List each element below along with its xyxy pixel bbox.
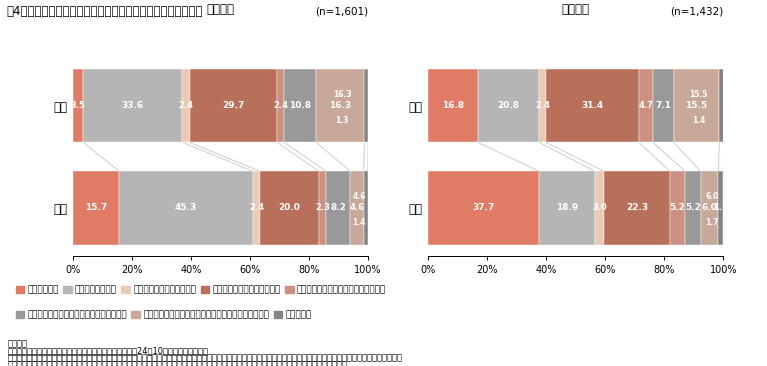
- Text: 15.5: 15.5: [686, 101, 708, 110]
- Bar: [351, 171, 364, 244]
- Text: 4.7: 4.7: [638, 101, 653, 110]
- Bar: [539, 69, 546, 142]
- Bar: [253, 171, 260, 244]
- Text: 2.3: 2.3: [315, 203, 330, 212]
- Text: (n=1,432): (n=1,432): [670, 6, 723, 16]
- Legend: 「家庭生活」と「地域・個人の生活」優先, 「仕事」と「家庭生活」と「地域・個人の生活」優先, わからない: 「家庭生活」と「地域・個人の生活」優先, 「仕事」と「家庭生活」と「地域・個人の…: [12, 307, 315, 323]
- Bar: [428, 171, 539, 244]
- Text: 1.4: 1.4: [692, 116, 706, 125]
- Text: 1.3: 1.3: [335, 116, 349, 125]
- Bar: [83, 69, 183, 142]
- Text: 7.1: 7.1: [655, 101, 671, 110]
- Bar: [183, 69, 189, 142]
- Text: １．内閣府「男女共同参画社会に関する世論調査」（平成24年10月調査）より作成。: １．内閣府「男女共同参画社会に関する世論調査」（平成24年10月調査）より作成。: [8, 347, 209, 356]
- Bar: [718, 171, 723, 244]
- Legend: 「仕事」優先, 「家庭生活」優先, 「地域・個人の生活」優先, 「仕事」と「家庭生活」優先, 「仕事」と「地域・個人の生活」優先: 「仕事」優先, 「家庭生活」優先, 「地域・個人の生活」優先, 「仕事」と「家庭…: [12, 281, 390, 298]
- Text: 2.4: 2.4: [249, 203, 264, 212]
- Text: 1.7: 1.7: [713, 203, 728, 212]
- Text: 3.0: 3.0: [592, 203, 607, 212]
- Bar: [700, 171, 718, 244]
- Text: （備考）: （備考）: [8, 340, 28, 349]
- Text: 29.7: 29.7: [222, 101, 245, 110]
- Bar: [260, 171, 319, 244]
- Text: 16.3: 16.3: [333, 90, 351, 99]
- Text: 1.4: 1.4: [352, 218, 366, 227]
- Bar: [119, 171, 253, 244]
- Text: ＜男性＞: ＜男性＞: [561, 3, 590, 16]
- Bar: [73, 171, 119, 244]
- Text: 2.4: 2.4: [179, 101, 193, 110]
- Bar: [364, 171, 368, 244]
- Text: 4.6: 4.6: [350, 203, 364, 212]
- Bar: [73, 69, 83, 142]
- Text: 37.7: 37.7: [472, 203, 495, 212]
- Text: 16.3: 16.3: [329, 101, 351, 110]
- Text: 2.4: 2.4: [273, 101, 288, 110]
- Bar: [653, 69, 673, 142]
- Text: 15.7: 15.7: [85, 203, 107, 212]
- Text: 16.8: 16.8: [442, 101, 464, 110]
- Text: 45.3: 45.3: [175, 203, 197, 212]
- Text: 33.6: 33.6: [122, 101, 144, 110]
- Text: 1.7: 1.7: [705, 218, 719, 227]
- Text: 20.0: 20.0: [278, 203, 301, 212]
- Text: ＜女性＞: ＜女性＞: [206, 3, 235, 16]
- Text: 6.0: 6.0: [705, 193, 719, 201]
- Bar: [285, 69, 316, 142]
- Bar: [428, 69, 478, 142]
- Bar: [364, 69, 368, 142]
- Bar: [319, 171, 326, 244]
- Bar: [326, 171, 351, 244]
- Text: 31.4: 31.4: [581, 101, 604, 110]
- Text: 5.2: 5.2: [670, 203, 686, 212]
- Text: 図4　仕事と生活の調和に関する希望と現実（性別・年代別）: 図4 仕事と生活の調和に関する希望と現実（性別・年代別）: [6, 5, 202, 19]
- Bar: [604, 171, 670, 244]
- Text: 4.6: 4.6: [352, 193, 366, 201]
- Text: (n=1,601): (n=1,601): [315, 6, 368, 16]
- Text: 5.2: 5.2: [685, 203, 701, 212]
- Bar: [670, 171, 685, 244]
- Text: 6.0: 6.0: [702, 203, 717, 212]
- Text: 22.3: 22.3: [626, 203, 648, 212]
- Bar: [685, 171, 700, 244]
- Text: 3.5: 3.5: [71, 101, 85, 110]
- Bar: [673, 69, 719, 142]
- Bar: [719, 69, 723, 142]
- Text: 18.9: 18.9: [556, 203, 578, 212]
- Text: 20.8: 20.8: [497, 101, 519, 110]
- Text: 15.5: 15.5: [690, 90, 708, 99]
- Bar: [277, 69, 285, 142]
- Bar: [539, 171, 595, 244]
- Text: ２．「生活の中での、「仕事」、「家庭生活」、「地域・個人の生活」（地域活動・学習・趣味・付き合い等）の優先度についてお伺いします。まず、あなたの希望に最も近い: ２．「生活の中での、「仕事」、「家庭生活」、「地域・個人の生活」（地域活動・学習…: [8, 354, 403, 363]
- Text: 8.2: 8.2: [330, 203, 346, 212]
- Text: 10.8: 10.8: [289, 101, 311, 110]
- Bar: [546, 69, 639, 142]
- Text: 2.4: 2.4: [535, 101, 550, 110]
- Bar: [189, 69, 277, 142]
- Bar: [595, 171, 604, 244]
- Text: ものをこの中から１つだけお答えください。それでは、あなたの現実（現状）に最も近いものをこの中から１つだけお答えください。」への回答。: ものをこの中から１つだけお答えください。それでは、あなたの現実（現状）に最も近い…: [8, 361, 347, 366]
- Bar: [316, 69, 364, 142]
- Bar: [639, 69, 653, 142]
- Bar: [478, 69, 539, 142]
